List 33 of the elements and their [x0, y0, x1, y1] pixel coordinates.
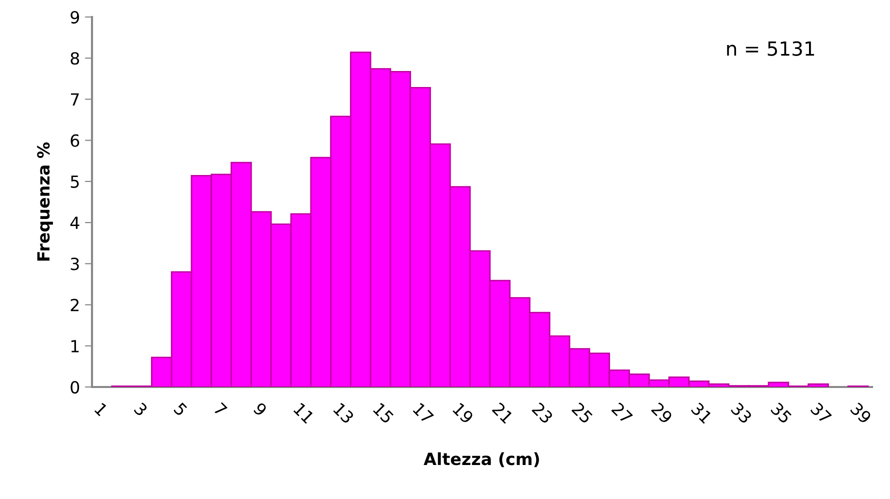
y-tick-label: 6: [70, 134, 80, 147]
x-tick-label: 31: [690, 402, 713, 424]
y-tick-label: 7: [70, 93, 79, 106]
x-tick-label: 29: [650, 402, 674, 424]
x-tick-label: 13: [332, 402, 355, 424]
x-tick-label: 15: [372, 402, 394, 424]
y-axis-title: Frequenza %: [37, 142, 53, 261]
y-tick-label: 5: [70, 176, 79, 188]
x-tick-label: 37: [810, 402, 832, 424]
x-tick-label: 1: [94, 402, 108, 416]
annotation: n = 5131: [727, 41, 814, 56]
y-tick-label: 1: [71, 340, 79, 352]
x-tick-label: 11: [293, 402, 314, 424]
y-tick-label: 0: [70, 380, 80, 394]
x-tick-label: 35: [770, 402, 792, 424]
x-tick-label: 27: [611, 402, 634, 424]
x-tick-label: 39: [850, 402, 872, 424]
x-tick-label: 33: [730, 402, 753, 424]
x-tick-label: 23: [531, 402, 554, 424]
y-tick-label: 8: [70, 52, 80, 65]
x-tick-label: 25: [571, 402, 594, 424]
x-tick-label: 17: [412, 402, 434, 424]
y-tick-label: 3: [70, 258, 79, 270]
x-axis-title: Altezza (cm): [424, 452, 539, 468]
x-tick-label: 7: [213, 402, 228, 416]
y-tick-label: 2: [70, 298, 79, 312]
x-tick-label: 5: [173, 402, 188, 416]
y-tick-label: 4: [70, 216, 80, 229]
x-tick-label: 19: [452, 402, 474, 424]
x-tick-label: 9: [252, 402, 268, 417]
x-tick-label: 3: [134, 402, 148, 417]
x-tick-label: 21: [492, 402, 514, 424]
y-tick-label: 9: [70, 10, 80, 24]
